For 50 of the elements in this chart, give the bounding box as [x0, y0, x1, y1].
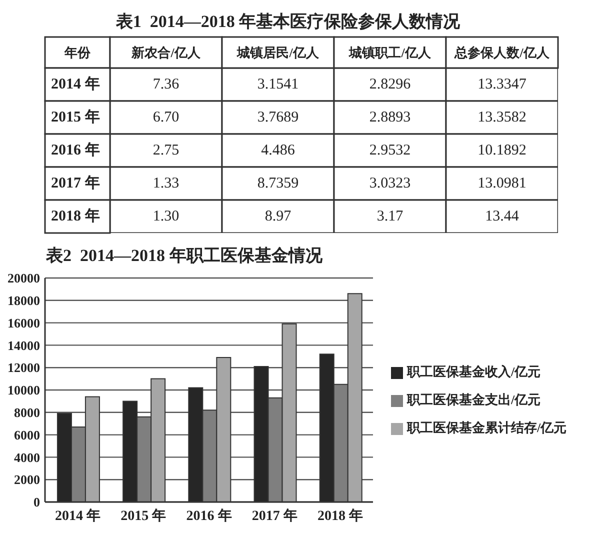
data-label: 13.3582 [478, 110, 526, 126]
legend-label: 职工医保基金收入/亿元 [407, 364, 541, 379]
y-tick-label: 0 [34, 494, 40, 510]
y-tick-label: 18000 [8, 293, 40, 308]
x-tick-label: 2018 年 [317, 508, 363, 524]
data-label: 8.97 [264, 208, 292, 224]
y-tick-label: 20000 [8, 270, 40, 286]
data-label: 3.1541 [257, 76, 299, 92]
legend-label: 职工医保基金累计结存/亿元 [407, 420, 567, 435]
data-label: 2.8296 [369, 76, 412, 92]
data-label: 13.3347 [478, 76, 527, 92]
data-label: 8.7359 [257, 176, 299, 192]
data-label: 4.486 [261, 142, 296, 158]
y-tick-label: 2015 年 [51, 108, 100, 126]
y-axis-title: 年份 [64, 45, 92, 60]
data-label: 13.0981 [478, 176, 526, 192]
data-label: 1.33 [152, 176, 180, 192]
data-label: 3.0323 [369, 176, 411, 192]
data-label: 2.8893 [369, 110, 411, 126]
x-tick-label: 城镇职工/亿人 [348, 45, 432, 60]
data-label: 3.7689 [257, 110, 299, 126]
data-label: 3.17 [376, 208, 404, 224]
y-tick-label: 6000 [14, 427, 40, 442]
y-tick-label: 2018 年 [51, 208, 100, 224]
y-tick-label: 14000 [8, 338, 40, 353]
y-tick-label: 2017 年 [51, 174, 100, 192]
data-label: 10.1892 [478, 142, 526, 158]
y-tick-label: 10000 [8, 382, 40, 398]
y-tick-label: 2016 年 [51, 142, 100, 158]
x-tick-label: 城镇居民/亿人 [236, 45, 320, 60]
x-tick-label: 总参保人数/亿人 [454, 45, 550, 60]
legend-label: 职工医保基金支出/亿元 [407, 392, 541, 407]
x-tick-label: 2017 年 [252, 508, 298, 524]
chart-title: 表2 2014—2018 年职工医保基金情况 [46, 245, 322, 267]
y-tick-label: 2014 年 [51, 76, 100, 92]
data-label: 7.36 [152, 76, 180, 92]
y-tick-label: 4000 [14, 450, 40, 465]
y-tick-label: 12000 [8, 360, 40, 376]
y-tick-label: 16000 [8, 315, 40, 330]
x-tick-label: 新农合/亿人 [130, 45, 202, 60]
data-label: 6.70 [152, 110, 180, 126]
data-label: 1.30 [152, 208, 180, 224]
chart-title: 表1 2014—2018 年基本医疗保险参保人数情况 [114, 11, 462, 33]
data-label: 2.9532 [369, 142, 411, 158]
data-label: 13.44 [485, 208, 520, 224]
y-tick-label: 2000 [14, 472, 40, 488]
data-label: 2.75 [152, 142, 180, 158]
x-tick-label: 2016 年 [186, 508, 232, 524]
y-tick-label: 8000 [14, 405, 40, 420]
x-tick-label: 2015 年 [120, 508, 166, 524]
